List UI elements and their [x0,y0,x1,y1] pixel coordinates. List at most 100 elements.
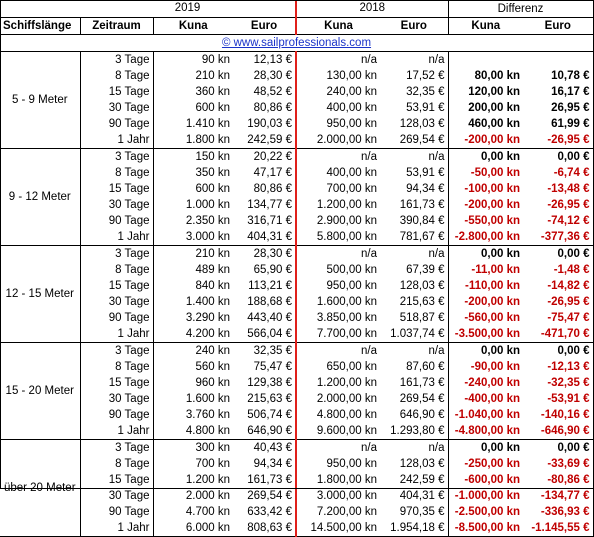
diff-kuna-cell: -50,00 kn [470,166,521,179]
kuna-2018-cell: 240,00 kn [326,85,378,98]
period-cell: 15 Tage [80,472,154,488]
kuna-2018-cell: 950,00 kn [326,279,378,292]
col-header-period: Zeitraum [80,17,154,35]
year-header-row: 2019 2018 Differenz [0,0,594,18]
diff-kuna-cell: 0,00 kn [481,344,521,357]
diff-euro-cell: -75,47 € [523,310,594,326]
euro-2018-cell: 242,59 € [380,472,449,488]
period-cell: 30 Tage [80,294,154,310]
diff-kuna-cell: -200,00 kn [464,198,521,211]
period-cell: 15 Tage [80,84,154,100]
euro-2019-cell: 12,13 € [233,51,298,68]
table-row: 1 Jahr 1.800 kn 242,59 €2.000,00 kn 269,54 … [0,132,594,149]
table-row: 1 Jahr 4.200 kn 566,04 €7.700,00 kn 1.037,7… [0,326,594,343]
period-cell: 3 Tage [80,245,154,262]
kuna-2018-cell: 9.600,00 kn [296,423,381,440]
kuna-2018-cell: 130,00 kn [326,69,378,82]
euro-2018-cell: n/a [380,439,449,456]
euro-2019-cell: 75,47 € [233,359,298,375]
kuna-2019-cell: 840 kn [195,279,230,292]
period-cell: 8 Tage [80,68,154,84]
euro-2018-cell: 94,34 € [380,181,449,197]
diff-euro-cell: 0,00 € [523,245,594,262]
euro-2019-cell: 242,59 € [233,132,298,149]
kuna-2018-cell: 500,00 kn [326,263,378,276]
period-cell: 15 Tage [80,278,154,294]
kuna-2018-cell: 400,00 kn [326,166,378,179]
sailprofessionals-link[interactable]: © www.sailprofessionals.com [221,36,372,49]
diff-euro-cell: 0,00 € [523,342,594,359]
diff-kuna-cell [448,52,523,69]
kuna-2018-cell: 950,00 kn [326,457,378,470]
diff-kuna-cell: -3.500,00 kn [448,326,524,343]
table-row: 90 Tage 2.350 kn 316,71 € 2.900,00 kn 390,84… [0,213,594,229]
period-cell: 90 Tage [80,116,154,132]
period-cell: 3 Tage [80,439,154,456]
table-row: 90 Tage 1.410 kn 190,03 € 950,00 kn 128,03 €… [0,116,594,132]
euro-2018-cell: n/a [380,342,449,359]
table-row: 30 Tage 1.600 kn 215,63 € 2.000,00 kn 269,54… [0,391,594,407]
diff-euro-cell: -26,95 € [523,132,594,149]
table-row: 30 Tage 1.000 kn 134,77 € 1.200,00 kn 161,73… [0,197,594,213]
euro-2019-cell: 40,43 € [233,439,298,456]
kuna-2018-cell: 1.800,00 kn [316,473,378,486]
kuna-2018-cell: n/a [361,247,378,260]
table-row: über 20 Meter 3 Tage 300 kn 40,43 € n/a n/a 0,… [0,439,594,537]
euro-2019-cell: 80,86 € [233,100,298,116]
diff-kuna-cell: 460,00 kn [468,117,521,130]
kuna-2019-cell: 240 kn [195,344,230,357]
period-cell: 1 Jahr [80,423,154,440]
kuna-2019-cell: 6.000 kn [153,520,233,537]
euro-2019-cell: 134,77 € [233,197,298,213]
diff-kuna-cell: 200,00 kn [468,101,521,114]
table-row: 15 Tage 360 kn 48,52 € 240,00 kn 32,35 € 120,… [0,84,594,100]
period-cell: 90 Tage [80,407,154,423]
diff-kuna-cell: -100,00 kn [464,182,521,195]
diff-euro-cell: -33,69 € [523,456,594,472]
diff-euro-cell: -12,13 € [523,359,594,375]
kuna-2019-cell: 2.350 kn [185,214,230,227]
diff-kuna-cell: -1.000,00 kn [454,489,521,502]
euro-2019-cell: 129,38 € [233,375,298,391]
diff-euro-cell: -6,74 € [523,165,594,181]
period-cell: 3 Tage [80,148,154,165]
diff-kuna-cell: -2.500,00 kn [454,505,521,518]
euro-2019-cell: 94,34 € [233,456,298,472]
kuna-2018-cell: n/a [361,344,378,357]
kuna-2018-cell: 14.500,00 kn [296,520,381,537]
link-row: © www.sailprofessionals.com [0,34,594,52]
euro-2018-cell: 781,67 € [380,229,449,246]
diff-euro-cell: -471,70 € [523,326,594,343]
period-cell: 90 Tage [80,213,154,229]
kuna-2019-cell: 600 kn [195,182,230,195]
diff-kuna-cell: 0,00 kn [481,247,521,260]
diff-kuna-cell: -110,00 kn [465,279,521,292]
diff-euro-cell: -646,90 € [523,423,594,440]
diff-euro-cell: 0,00 € [523,439,594,456]
kuna-2019-cell: 1.800 kn [153,132,233,149]
period-cell: 15 Tage [80,375,154,391]
diff-euro-cell: -1,48 € [523,262,594,278]
table-row: 5 - 9 Meter 3 Tage 90 kn 12,13 € n/a n/a [0,51,594,149]
euro-2018-cell: 53,91 € [380,100,449,116]
diff-kuna-cell: -2.800,00 kn [448,229,524,246]
kuna-2019-cell: 3.290 kn [185,311,230,324]
group-label-3: 15 - 20 Meter [0,342,81,440]
kuna-2019-cell: 1.000 kn [185,198,230,211]
euro-2018-cell: 1.037,74 € [380,326,449,343]
diff-euro-cell: -377,36 € [523,229,594,246]
euro-2018-cell: 970,35 € [380,504,449,520]
kuna-2019-cell: 960 kn [195,376,230,389]
euro-2019-cell: 646,90 € [233,423,298,440]
col-header-kuna-diff: Kuna [448,17,524,35]
col-header-kuna-2018: Kuna [296,17,381,35]
kuna-2018-cell: 3.850,00 kn [316,311,378,324]
euro-2019-cell: 190,03 € [233,116,298,132]
kuna-2019-cell: 1.410 kn [185,117,230,130]
euro-2018-cell: 215,63 € [380,294,449,310]
group-label-1: 9 - 12 Meter [0,148,81,246]
table-row: 8 Tage 489 kn 65,90 € 500,00 kn 67,39 € -11,0… [0,262,594,278]
period-cell: 8 Tage [80,262,154,278]
